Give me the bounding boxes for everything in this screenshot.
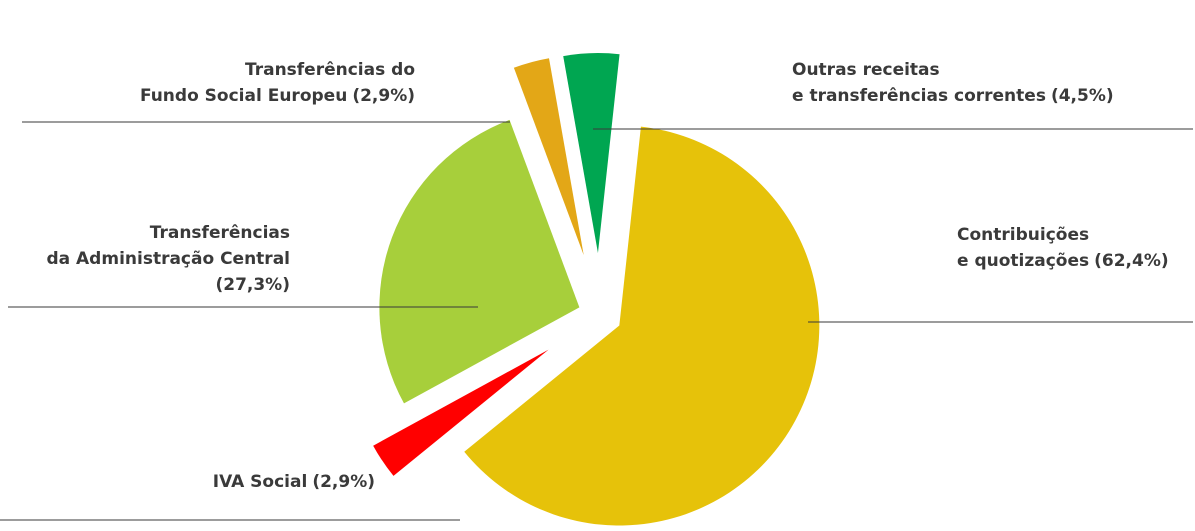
slice-label: Outras receitas e transferências corrente… xyxy=(792,60,1114,106)
pie-slice xyxy=(563,53,620,254)
label-line: Fundo Social Europeu xyxy=(140,86,347,106)
label-line: e transferências correntes xyxy=(792,86,1046,106)
label-line: e quotizações xyxy=(957,251,1089,271)
pie-slice xyxy=(373,349,549,476)
value-label: (27,3%) xyxy=(215,275,290,295)
slice-label: Transferências da Administração Central (2… xyxy=(46,223,290,295)
value-label: (62,4%) xyxy=(1094,251,1169,271)
slice-label: Transferências do Fundo Social Europeu (2,… xyxy=(140,60,415,106)
pie-slice xyxy=(464,126,820,526)
slice-label: IVA Social (2,9%) xyxy=(213,472,375,492)
pie-slice xyxy=(513,58,584,256)
label-line: da Administração Central xyxy=(46,249,290,269)
slice-label: Contribuições e quotizações (62,4%) xyxy=(957,225,1169,271)
value-label: (4,5%) xyxy=(1051,86,1114,106)
label-line: IVA Social xyxy=(213,472,308,492)
value-label: (2,9%) xyxy=(352,86,415,106)
pie-slice xyxy=(379,119,580,404)
label-line: Outras receitas xyxy=(792,60,940,80)
label-line: Contribuições xyxy=(957,225,1089,245)
label-line: Transferências xyxy=(150,223,290,243)
label-line: Transferências do xyxy=(245,60,415,80)
value-label: (2,9%) xyxy=(312,472,375,492)
